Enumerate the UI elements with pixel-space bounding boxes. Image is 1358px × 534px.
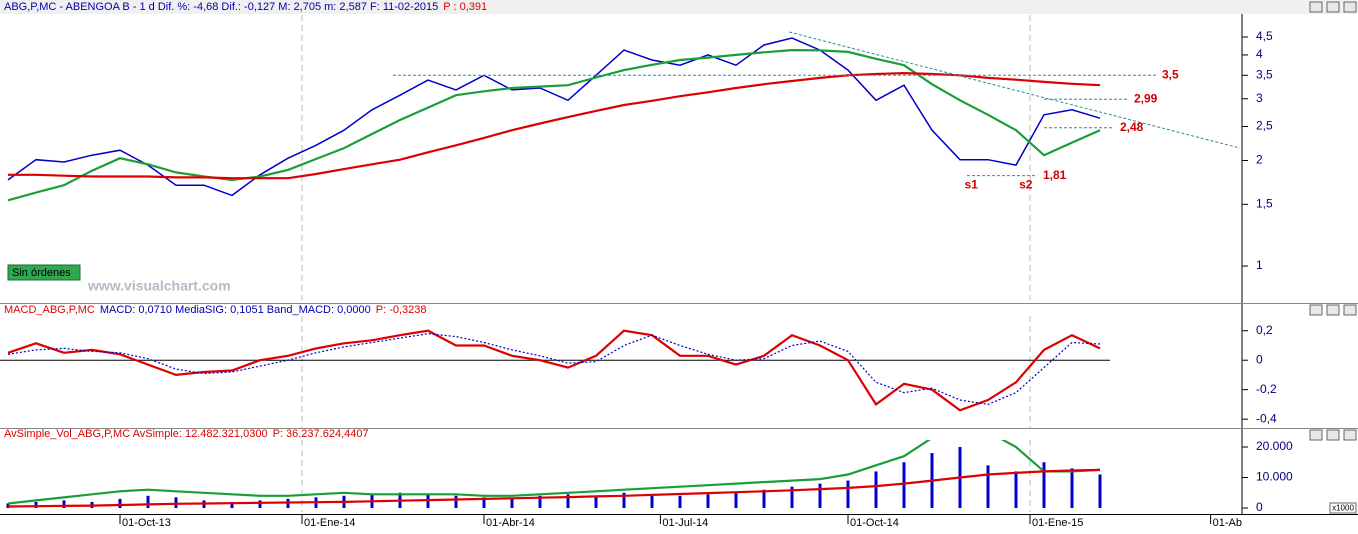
volume-bar	[510, 498, 514, 509]
panel	[6, 440, 1102, 512]
volume-bar	[706, 494, 710, 509]
x-tick-label: 01-Ab	[1213, 517, 1242, 529]
volume-bar	[62, 500, 66, 509]
order-badge	[7, 264, 81, 281]
y-tick-label: 2,5	[1256, 119, 1273, 133]
series-line	[7, 468, 1101, 508]
volume-bar	[1070, 468, 1074, 509]
volume-bar	[482, 497, 486, 509]
volume-bar	[874, 471, 878, 509]
level-label: 1,81	[1043, 168, 1067, 182]
volume-bar	[622, 492, 626, 509]
volume-bar	[678, 495, 682, 509]
unit-badge-text: x1000	[1332, 504, 1354, 513]
watermark: www.visualchart.com	[87, 278, 231, 294]
title-part: ABG,P,MC - ABENGOA B - 1 d Dif. %: -4,68…	[4, 1, 438, 13]
volume-bar	[1042, 462, 1046, 509]
y-tick-label: 4,5	[1256, 29, 1273, 43]
volume-bar	[650, 494, 654, 509]
level-label: 2,48	[1120, 120, 1144, 134]
y-tick-label: 0,2	[1256, 323, 1273, 337]
volume-bar	[258, 500, 262, 509]
title-part: AvSimple_Vol_ABG,P,MC AvSimple: 12.482.3…	[4, 428, 268, 440]
volume-bar	[902, 462, 906, 509]
unit-badge	[1329, 502, 1357, 514]
x-tick-label: 01-Ene-14	[304, 517, 355, 529]
header-bar	[0, 0, 1358, 14]
x-tick-label: 01-Jul-14	[662, 517, 708, 529]
panel	[0, 316, 1110, 428]
close-button[interactable]	[1343, 429, 1357, 441]
y-tick-label: 1,5	[1256, 196, 1273, 210]
close-button[interactable]	[1343, 1, 1357, 13]
y-tick-label: 1	[1256, 258, 1263, 272]
y-tick-label: -0,2	[1256, 382, 1277, 396]
series-line	[7, 333, 1101, 406]
y-tick-label: 3	[1256, 91, 1263, 105]
volume-bar	[1014, 471, 1018, 509]
volume-bar	[790, 486, 794, 509]
y-tick-label: 4	[1256, 47, 1263, 61]
volume-bar	[594, 495, 598, 509]
x-tick-label: 01-Oct-13	[122, 517, 171, 529]
level-label: 2,99	[1134, 91, 1158, 105]
maximize-button[interactable]	[1326, 1, 1340, 13]
volume-bar	[762, 489, 766, 509]
panel-title: MACD_ABG,P,MC MACD: 0,0710 MediaSIG: 0,10…	[4, 304, 427, 316]
volume-bar	[538, 495, 542, 509]
title-part: P: -0,3238	[376, 304, 427, 316]
title-part: MACD: 0,0710 MediaSIG: 0,1051 Band_MACD:…	[100, 304, 371, 316]
note-label: s1	[965, 177, 979, 191]
volume-bar	[146, 495, 150, 509]
title-part: MACD_ABG,P,MC	[4, 304, 95, 316]
minimize-button[interactable]	[1309, 304, 1323, 316]
y-tick-label: -0,4	[1256, 411, 1277, 425]
y-tick-label: 20.000	[1256, 439, 1293, 453]
panel-title: ABG,P,MC - ABENGOA B - 1 d Dif. %: -4,68…	[4, 1, 487, 13]
maximize-button[interactable]	[1326, 304, 1340, 316]
series-line	[7, 329, 1101, 412]
minimize-button[interactable]	[1309, 1, 1323, 13]
x-tick-label: 01-Abr-14	[486, 517, 535, 529]
series-line	[7, 48, 1101, 202]
title-part: P: 36.237.624,4407	[273, 428, 369, 440]
y-tick-label: 0	[1256, 352, 1263, 366]
x-tick-label: 01-Oct-14	[850, 517, 899, 529]
series-line	[8, 71, 1101, 180]
note-label: s2	[1019, 177, 1033, 191]
y-tick-label: 3,5	[1256, 67, 1273, 81]
volume-bar	[818, 483, 822, 509]
volume-bar	[986, 465, 990, 509]
panel-title: AvSimple_Vol_ABG,P,MC AvSimple: 12.482.3…	[4, 428, 369, 440]
volume-bar	[230, 501, 234, 509]
level-label: 3,5	[1162, 67, 1179, 81]
order-badge-text: Sin órdenes	[12, 267, 71, 279]
volume-bar	[118, 498, 122, 509]
volume-bar	[34, 501, 38, 509]
volume-bar	[734, 492, 738, 509]
trend-line	[789, 31, 1241, 149]
maximize-button[interactable]	[1326, 429, 1340, 441]
volume-bar	[174, 497, 178, 509]
y-tick-label: 10.000	[1256, 470, 1293, 484]
volume-bar	[454, 495, 458, 509]
series-line	[7, 440, 1101, 505]
y-tick-label: 2	[1256, 153, 1263, 167]
volume-bar	[566, 494, 570, 509]
window-buttons	[1309, 1, 1357, 441]
x-tick-label: 01-Ene-15	[1032, 517, 1083, 529]
close-button[interactable]	[1343, 304, 1357, 316]
volume-bar	[846, 480, 850, 509]
series-line	[7, 37, 1101, 197]
y-tick-label: 0	[1256, 500, 1263, 514]
minimize-button[interactable]	[1309, 429, 1323, 441]
volume-bar	[1098, 474, 1102, 509]
title-part: P : 0,391	[443, 1, 487, 13]
panel	[7, 15, 1241, 300]
